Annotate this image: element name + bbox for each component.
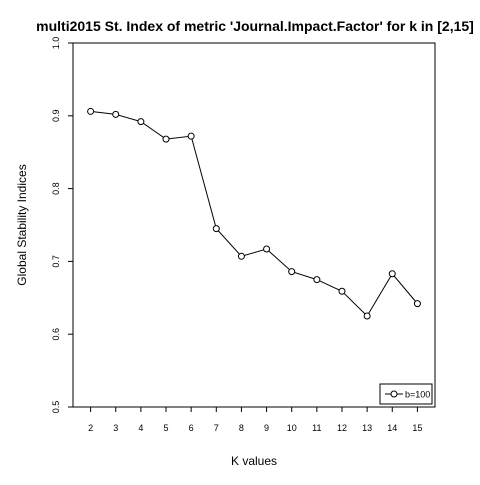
data-point [162,135,170,143]
data-point [388,270,396,278]
y-tick-label: 0.8 [51,182,61,195]
data-point [112,110,120,118]
y-axis-label: Global Stability Indices [15,164,29,285]
data-point [363,312,371,320]
chart-title: multi2015 St. Index of metric 'Journal.I… [36,18,474,34]
data-point [137,118,145,126]
x-tick-label: 12 [337,423,347,433]
legend-marker [390,390,398,398]
data-point [187,132,195,140]
data-point [413,300,421,308]
data-point [237,252,245,260]
y-tick-label: 1.0 [51,37,61,50]
data-point [338,287,346,295]
data-point [212,225,220,233]
y-tick-label: 0.6 [51,328,61,341]
x-tick-label: 5 [164,423,169,433]
y-axis: 0.5 0.6 0.7 0.8 0.9 1.0 [51,37,73,414]
plot-frame [72,42,436,408]
x-axis-label: K values [231,454,277,468]
x-tick-label: 10 [287,423,297,433]
x-tick-label: 13 [362,423,372,433]
y-tick-label: 0.7 [51,255,61,268]
x-tick-label: 6 [189,423,194,433]
data-point [288,268,296,276]
x-axis: 2 3 4 5 6 7 8 9 10 11 12 13 14 15 [88,407,422,433]
data-point [87,107,95,115]
x-tick-label: 11 [312,423,321,433]
x-tick-label: 9 [264,423,269,433]
series-layer [87,107,421,320]
x-tick-label: 3 [113,423,118,433]
y-tick-label: 0.9 [51,110,61,123]
x-tick-label: 7 [214,423,219,433]
legend: b=100 [379,383,433,405]
x-tick-label: 8 [239,423,244,433]
data-point [313,276,321,284]
x-tick-label: 15 [412,423,422,433]
x-tick-label: 14 [387,423,397,433]
x-tick-label: 4 [138,423,143,433]
y-tick-label: 0.5 [51,401,61,414]
data-point [263,245,271,253]
legend-box [379,383,433,405]
legend-label: b=100 [405,390,430,400]
x-tick-label: 2 [88,423,93,433]
series-line [90,110,418,317]
